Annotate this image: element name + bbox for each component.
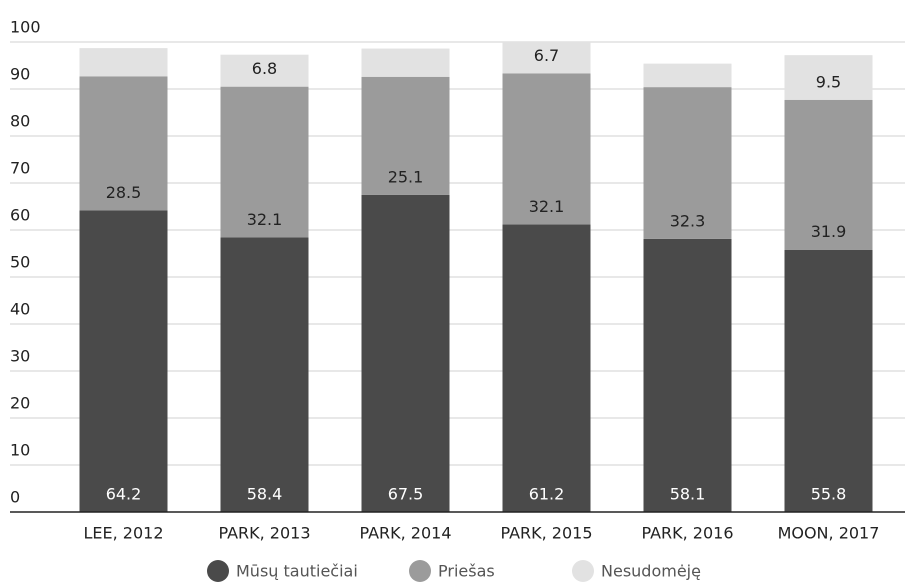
data-label: 67.5 <box>388 485 424 504</box>
y-tick-label: 50 <box>10 253 30 272</box>
y-tick-label: 20 <box>10 394 30 413</box>
bar-segment <box>361 194 450 512</box>
x-tick-label: LEE, 2012 <box>83 524 163 543</box>
data-label: 32.3 <box>670 211 706 230</box>
bar-segment <box>643 63 732 88</box>
x-tick-label: PARK, 2014 <box>359 524 451 543</box>
data-label: 64.2 <box>106 485 142 504</box>
data-label: 6.7 <box>534 46 559 65</box>
data-label: 61.2 <box>529 485 565 504</box>
legend-marker <box>207 560 229 582</box>
bar-segment <box>79 210 168 512</box>
bar-segment <box>79 48 168 77</box>
y-tick-label: 100 <box>10 18 41 37</box>
bar-segment <box>361 48 450 77</box>
y-tick-label: 40 <box>10 300 30 319</box>
bar-segment <box>220 237 309 512</box>
y-tick-label: 30 <box>10 347 30 366</box>
data-label: 6.8 <box>252 59 277 78</box>
bar-segment <box>502 73 591 225</box>
y-tick-label: 80 <box>10 112 30 131</box>
bar-segment <box>220 54 309 87</box>
bar-segment <box>361 76 450 195</box>
x-tick-label: PARK, 2016 <box>641 524 733 543</box>
legend-marker <box>409 560 431 582</box>
data-label: 25.1 <box>388 167 424 186</box>
bar-segment <box>643 87 732 239</box>
y-tick-label: 70 <box>10 159 30 178</box>
data-label: 32.1 <box>529 197 565 216</box>
data-label: 9.5 <box>816 72 841 91</box>
legend-label: Priešas <box>438 562 495 581</box>
x-tick-label: MOON, 2017 <box>778 524 880 543</box>
legend-marker <box>572 560 594 582</box>
legend-label: Nesudomėję <box>601 562 701 581</box>
bar-segment <box>220 86 309 238</box>
bar-segment <box>502 224 591 513</box>
y-tick-label: 90 <box>10 65 30 84</box>
bar-segment <box>643 238 732 512</box>
data-label: 28.5 <box>106 183 142 202</box>
bar-segment <box>784 99 873 250</box>
y-tick-label: 10 <box>10 441 30 460</box>
bar-segment <box>784 55 873 100</box>
legend-label: Mūsų tautiečiai <box>236 562 358 581</box>
data-label: 32.1 <box>247 210 283 229</box>
data-label: 58.1 <box>670 485 706 504</box>
data-label: 31.9 <box>811 222 847 241</box>
x-tick-label: PARK, 2013 <box>218 524 310 543</box>
data-label: 55.8 <box>811 485 847 504</box>
y-tick-label: 60 <box>10 206 30 225</box>
y-tick-label: 0 <box>10 488 20 507</box>
data-label: 58.4 <box>247 485 283 504</box>
bar-segment <box>784 249 873 513</box>
bar-segment <box>79 76 168 211</box>
x-tick-label: PARK, 2015 <box>500 524 592 543</box>
bar-segment <box>502 42 591 74</box>
